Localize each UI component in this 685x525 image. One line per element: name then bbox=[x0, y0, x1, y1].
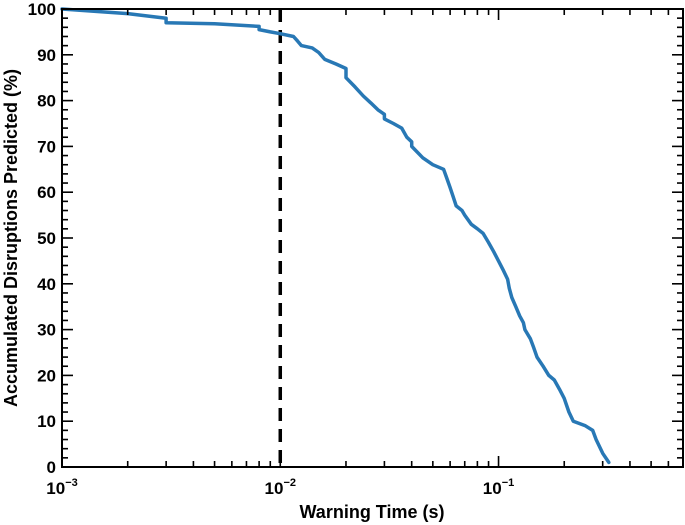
x-tick-label: 10−2 bbox=[265, 477, 296, 498]
y-tick-label: 90 bbox=[37, 46, 56, 65]
x-tick-label-base: 10 bbox=[46, 479, 65, 498]
plot-frame bbox=[61, 8, 684, 468]
y-tick-label: 100 bbox=[28, 0, 56, 19]
y-tick-label: 70 bbox=[37, 137, 56, 156]
x-tick-label-exponent: −2 bbox=[283, 477, 296, 489]
y-tick-label: 60 bbox=[37, 183, 56, 202]
x-tick-labels: 10−3 10−2 10−1 bbox=[46, 477, 514, 498]
y-axis-title: Accumulated Disruptions Predicted (%) bbox=[1, 69, 21, 407]
y-tick-label: 40 bbox=[37, 275, 56, 294]
series-layer bbox=[60, 7, 611, 465]
y-tick-label: 0 bbox=[47, 458, 56, 477]
y-tick-label: 30 bbox=[37, 321, 56, 340]
plot-background bbox=[62, 9, 683, 467]
series-line-0 bbox=[60, 7, 611, 465]
x-tick-label: 10−1 bbox=[483, 477, 514, 498]
y-tick-labels: 0 10 20 30 40 50 60 70 80 90 100 bbox=[28, 0, 56, 477]
x-tick-label-exponent: −3 bbox=[65, 477, 78, 489]
y-tick-label: 20 bbox=[37, 366, 56, 385]
y-tick-label: 50 bbox=[37, 229, 56, 248]
y-tick-label: 80 bbox=[37, 92, 56, 111]
x-tick-label-exponent: −1 bbox=[502, 477, 515, 489]
x-tick-label: 10−3 bbox=[46, 477, 77, 498]
y-tick-label: 10 bbox=[37, 412, 56, 431]
x-tick-label-base: 10 bbox=[483, 479, 502, 498]
x-tick-label-base: 10 bbox=[265, 479, 284, 498]
x-axis-title: Warning Time (s) bbox=[299, 502, 444, 522]
